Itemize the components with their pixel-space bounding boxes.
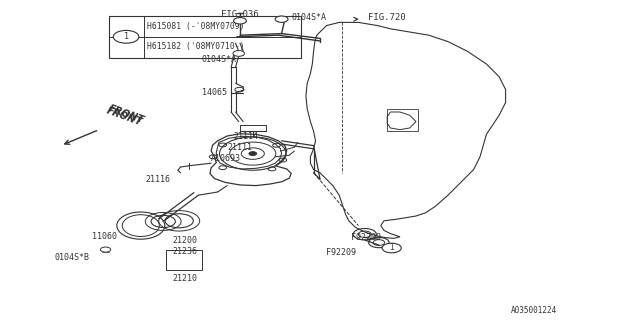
Text: 21236: 21236 [173,247,198,256]
Text: 0104S*A: 0104S*A [291,13,326,22]
Circle shape [382,243,401,253]
Text: F92209: F92209 [351,233,381,242]
Circle shape [233,51,244,56]
Text: 0104S*B: 0104S*B [54,253,90,262]
Text: 21114: 21114 [234,132,259,140]
Text: 0104S*A: 0104S*A [202,55,237,64]
Circle shape [100,247,111,252]
Text: A035001224: A035001224 [511,306,557,315]
Text: 21111: 21111 [227,143,252,152]
Text: H615182 ('08MY0710-): H615182 ('08MY0710-) [147,42,244,51]
Text: FRONT: FRONT [107,103,145,125]
Text: 14065: 14065 [202,88,227,97]
Circle shape [275,16,288,22]
Circle shape [249,152,257,156]
Circle shape [113,30,139,43]
Text: FIG.720: FIG.720 [368,13,406,22]
Circle shape [234,18,246,24]
Text: 21210: 21210 [173,274,198,283]
Text: 1: 1 [389,244,394,252]
Text: A10693: A10693 [211,154,241,163]
Text: FIG.036: FIG.036 [221,10,259,19]
Text: 11060: 11060 [92,232,116,241]
Text: 1: 1 [124,32,129,41]
Text: F92209: F92209 [326,248,356,257]
Text: FRONT: FRONT [106,105,144,127]
Text: 21200: 21200 [173,236,198,245]
Text: 21116: 21116 [146,175,171,184]
Text: H615081 (-'08MY0709): H615081 (-'08MY0709) [147,22,244,31]
